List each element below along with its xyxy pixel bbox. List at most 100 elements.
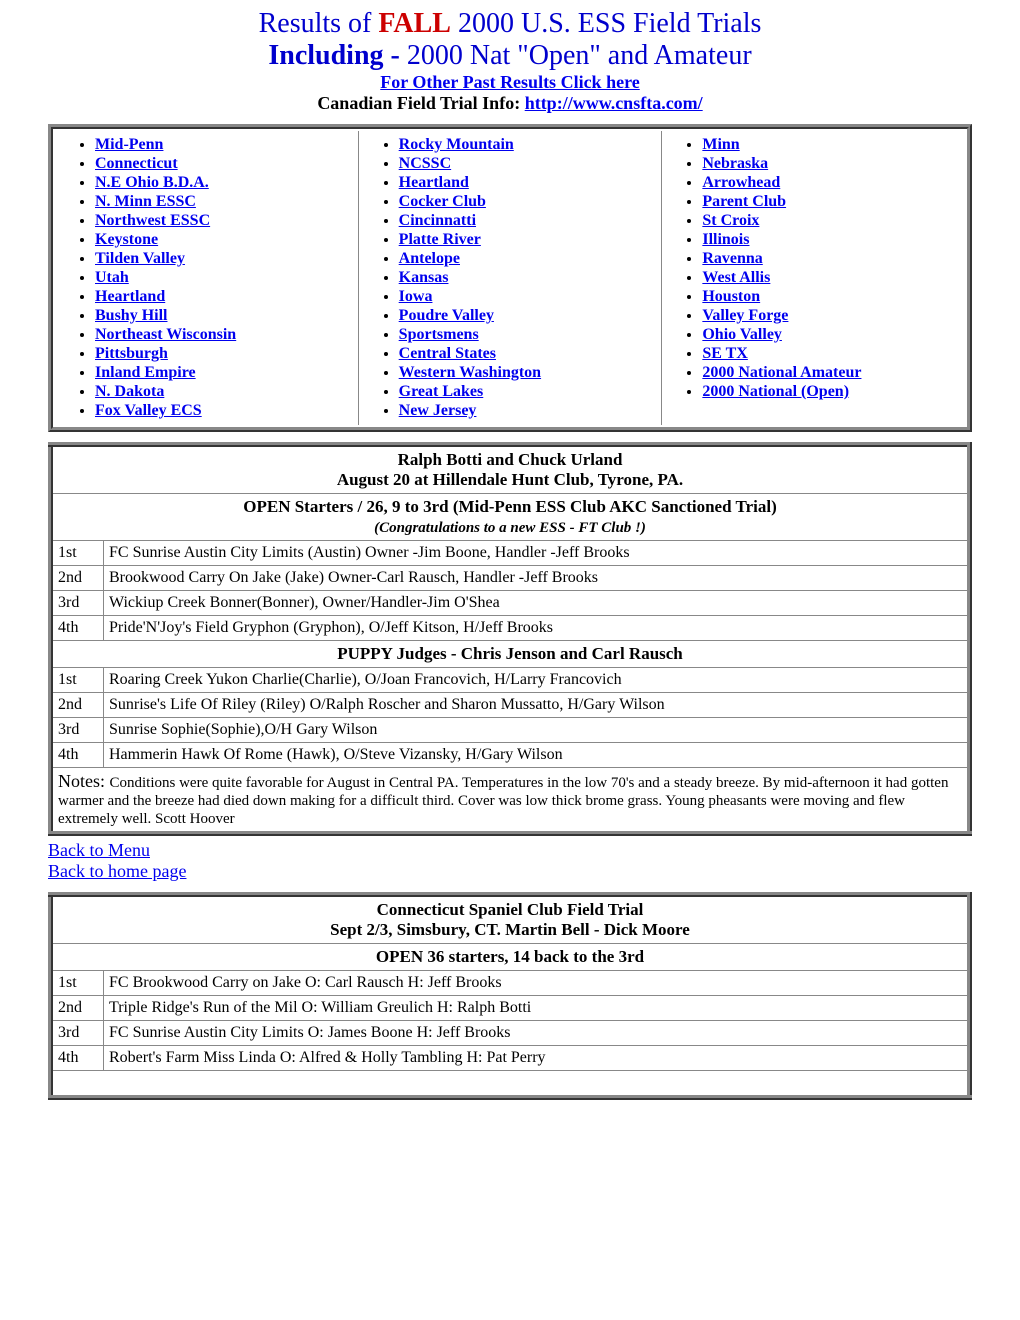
result-row: 1stFC Sunrise Austin City Limits (Austin… xyxy=(51,541,970,566)
place-cell: 3rd xyxy=(51,718,104,743)
nav-item: Utah xyxy=(95,269,348,287)
nav-link[interactable]: Bushy Hill xyxy=(95,307,167,324)
nav-link[interactable]: Inland Empire xyxy=(95,364,196,381)
nav-link[interactable]: Nebraska xyxy=(702,155,768,172)
nav-item: Houston xyxy=(702,288,955,306)
page-header: Results of FALL 2000 U.S. ESS Field Tria… xyxy=(8,8,1012,114)
nav-link[interactable]: Rocky Mountain xyxy=(399,136,514,153)
nav-link[interactable]: Central States xyxy=(399,345,496,362)
nav-item: Arrowhead xyxy=(702,174,955,192)
nav-link[interactable]: 2000 National Amateur xyxy=(702,364,861,381)
nav-link[interactable]: Cincinnatti xyxy=(399,212,476,229)
title-suffix: 2000 U.S. ESS Field Trials xyxy=(451,8,761,39)
nav-link[interactable]: Tilden Valley xyxy=(95,250,185,267)
trial2-title-cell: Connecticut Spaniel Club Field Trial Sep… xyxy=(51,895,970,944)
trial1-open-header-text: OPEN Starters / 26, 9 to 3rd (Mid-Penn E… xyxy=(243,497,776,516)
nav-link[interactable]: West Allis xyxy=(702,269,770,286)
nav-item: 2000 National Amateur xyxy=(702,364,955,382)
trial1-judges-text: Ralph Botti and Chuck Urland xyxy=(398,450,623,469)
nav-item: Inland Empire xyxy=(95,364,348,382)
nav-link[interactable]: Ohio Valley xyxy=(702,326,782,343)
canadian-line: Canadian Field Trial Info: http://www.cn… xyxy=(8,93,1012,114)
nav-link[interactable]: Kansas xyxy=(399,269,449,286)
nav-link[interactable]: Iowa xyxy=(399,288,433,305)
canadian-url-link[interactable]: http://www.cnsfta.com/ xyxy=(525,93,703,113)
nav-link[interactable]: Fox Valley ECS xyxy=(95,402,202,419)
nav-link[interactable]: N. Minn ESSC xyxy=(95,193,196,210)
nav-link[interactable]: Parent Club xyxy=(702,193,786,210)
nav-link[interactable]: N.E Ohio B.D.A. xyxy=(95,174,209,191)
nav-link[interactable]: Heartland xyxy=(399,174,469,191)
nav-link[interactable]: 2000 National (Open) xyxy=(702,383,849,400)
nav-item: SE TX xyxy=(702,345,955,363)
nav-link[interactable]: Great Lakes xyxy=(399,383,484,400)
trial1-location-text: August 20 at Hillendale Hunt Club, Tyron… xyxy=(337,470,683,489)
nav-link[interactable]: Houston xyxy=(702,288,760,305)
nav-link[interactable]: SE TX xyxy=(702,345,748,362)
result-cell: FC Brookwood Carry on Jake O: Carl Rausc… xyxy=(104,971,970,996)
nav-item: Great Lakes xyxy=(399,383,652,401)
place-cell: 2nd xyxy=(51,693,104,718)
nav-link[interactable]: Heartland xyxy=(95,288,165,305)
nav-link[interactable]: Western Washington xyxy=(399,364,541,381)
nav-item: Pittsburgh xyxy=(95,345,348,363)
nav-link[interactable]: Arrowhead xyxy=(702,174,780,191)
nav-link[interactable]: N. Dakota xyxy=(95,383,164,400)
nav-item: N. Dakota xyxy=(95,383,348,401)
nav-link[interactable]: Cocker Club xyxy=(399,193,486,210)
result-row: 4thHammerin Hawk Of Rome (Hawk), O/Steve… xyxy=(51,743,970,768)
nav-item: Kansas xyxy=(399,269,652,287)
nav-link[interactable]: Northeast Wisconsin xyxy=(95,326,236,343)
trial1-notes-label: Notes: xyxy=(58,771,110,791)
trial1-table: Ralph Botti and Chuck Urland August 20 a… xyxy=(48,442,972,836)
place-cell: 4th xyxy=(51,616,104,641)
nav-item: Minn xyxy=(702,136,955,154)
nav-link[interactable]: Keystone xyxy=(95,231,158,248)
trial1-notes: Notes: Conditions were quite favorable f… xyxy=(51,768,970,834)
nav-link[interactable]: Antelope xyxy=(399,250,460,267)
nav-item: West Allis xyxy=(702,269,955,287)
nav-link[interactable]: Valley Forge xyxy=(702,307,788,324)
result-row: 1stFC Brookwood Carry on Jake O: Carl Ra… xyxy=(51,971,970,996)
back-to-home-link[interactable]: Back to home page xyxy=(48,861,186,881)
back-to-menu-link[interactable]: Back to Menu xyxy=(48,840,150,860)
trial2-title: Connecticut Spaniel Club Field Trial xyxy=(377,900,644,919)
nav-link[interactable]: Poudre Valley xyxy=(399,307,494,324)
nav-link[interactable]: Pittsburgh xyxy=(95,345,168,362)
title-including: Including - xyxy=(268,40,407,71)
nav-link[interactable]: Illinois xyxy=(702,231,749,248)
nav-link[interactable]: St Croix xyxy=(702,212,759,229)
past-results-link[interactable]: For Other Past Results Click here xyxy=(380,72,639,92)
nav-link[interactable]: Minn xyxy=(702,136,739,153)
place-cell: 1st xyxy=(51,541,104,566)
nav-link[interactable]: Connecticut xyxy=(95,155,178,172)
nav-link[interactable]: Sportsmens xyxy=(399,326,479,343)
past-results-line: For Other Past Results Click here xyxy=(8,72,1012,93)
result-row: 2ndTriple Ridge's Run of the Mil O: Will… xyxy=(51,996,970,1021)
nav-item: Rocky Mountain xyxy=(399,136,652,154)
nav-item: Tilden Valley xyxy=(95,250,348,268)
result-row: 3rdWickiup Creek Bonner(Bonner), Owner/H… xyxy=(51,591,970,616)
nav-item: Fox Valley ECS xyxy=(95,402,348,420)
nav-col-3: Minn Nebraska Arrowhead Parent Club St Croix… xyxy=(662,131,965,425)
nav-link[interactable]: Mid-Penn xyxy=(95,136,163,153)
nav-link[interactable]: New Jersey xyxy=(399,402,477,419)
title-line-1: Results of FALL 2000 U.S. ESS Field Tria… xyxy=(8,8,1012,40)
nav-col-2: Rocky Mountain NCSSC Heartland Cocker Club… xyxy=(359,131,663,425)
nav-item: Heartland xyxy=(399,174,652,192)
title-prefix: Results of xyxy=(259,8,379,39)
result-cell: FC Sunrise Austin City Limits (Austin) O… xyxy=(104,541,970,566)
nav-link[interactable]: Northwest ESSC xyxy=(95,212,210,229)
result-cell: Pride'N'Joy's Field Gryphon (Gryphon), O… xyxy=(104,616,970,641)
trial2-table: Connecticut Spaniel Club Field Trial Sep… xyxy=(48,892,972,1100)
nav-link[interactable]: Platte River xyxy=(399,231,481,248)
result-cell: Sunrise's Life Of Riley (Riley) O/Ralph … xyxy=(104,693,970,718)
nav-item: Heartland xyxy=(95,288,348,306)
nav-link[interactable]: Ravenna xyxy=(702,250,762,267)
nav-link[interactable]: NCSSC xyxy=(399,155,451,172)
trial2-open-header: OPEN 36 starters, 14 back to the 3rd xyxy=(51,944,970,971)
nav-item: Parent Club xyxy=(702,193,955,211)
result-cell: Robert's Farm Miss Linda O: Alfred & Hol… xyxy=(104,1046,970,1071)
result-row: 1stRoaring Creek Yukon Charlie(Charlie),… xyxy=(51,668,970,693)
nav-link[interactable]: Utah xyxy=(95,269,129,286)
